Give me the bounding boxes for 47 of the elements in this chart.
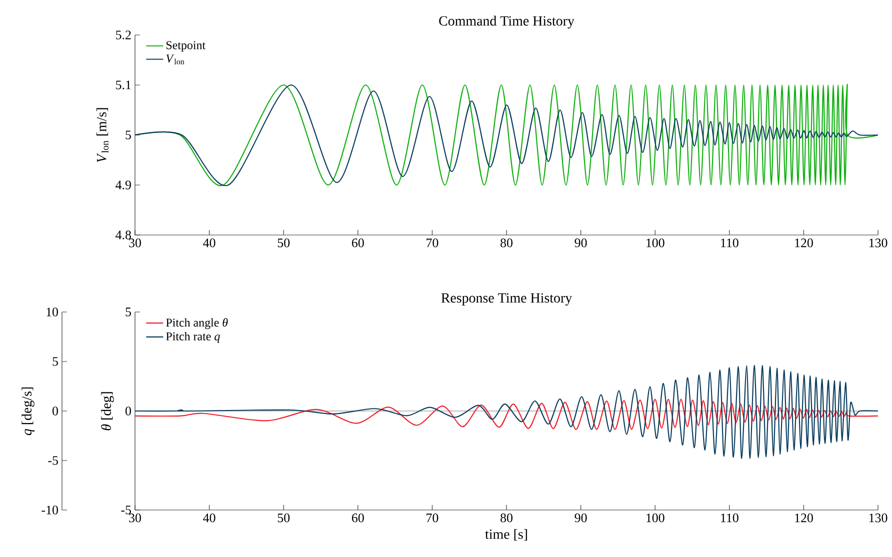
x-tick-label: 100 (646, 514, 664, 522)
y-axis-title: θ [deg] (101, 392, 114, 430)
x-tick-label: 90 (574, 238, 587, 248)
x-tick-label: 40 (203, 238, 216, 248)
x-tick-label: 90 (574, 514, 587, 522)
y-tick-label: 5 (126, 308, 131, 316)
x-tick-label: 60 (352, 514, 364, 522)
legend-label: Pitch angle θ (166, 318, 228, 330)
y2-tick-label: -10 (42, 506, 58, 514)
x-tick-label: 50 (278, 514, 290, 522)
y-tick-label: 0 (126, 406, 131, 416)
y-tick-label: -5 (121, 506, 131, 514)
x-tick-label: 50 (278, 238, 290, 248)
x-tick-label: 30 (129, 238, 141, 248)
legend-label: V$_{lon}$ (166, 54, 184, 64)
x-tick-label: 120 (795, 514, 813, 522)
x-tick-label: 100 (646, 238, 664, 248)
x-tick-label: 130 (869, 514, 888, 522)
y-tick-label: 4.9 (116, 180, 131, 190)
y-tick-label: 5.2 (116, 30, 131, 40)
chart-title: Response Time History (441, 293, 572, 306)
x-tick-label: 130 (869, 238, 888, 248)
y2-tick-label: 0 (52, 406, 58, 416)
chart-title: Command Time History (439, 16, 574, 29)
x-axis-title: time [s] (485, 529, 527, 541)
x-tick-label: 70 (426, 514, 438, 522)
y-axis-title: V$_{lon}$ [m/s] (96, 108, 108, 162)
x-tick-label: 40 (203, 514, 216, 522)
y2-axis-title: q [deg/s] (22, 387, 34, 436)
y2-tick-label: -5 (48, 456, 58, 465)
y2-tick-label: 5 (52, 357, 58, 366)
x-tick-label: 110 (721, 238, 738, 248)
x-tick-label: 70 (426, 238, 438, 248)
x-tick-label: 60 (352, 238, 364, 248)
legend-label: Setpoint (166, 41, 206, 52)
legend-label: Pitch rate q (166, 332, 220, 343)
y2-tick-label: 10 (46, 308, 58, 316)
y-tick-label: 4.8 (116, 230, 131, 240)
x-tick-label: 30 (129, 514, 141, 522)
x-tick-label: 80 (500, 514, 512, 522)
line-series (135, 364, 878, 459)
line-series (135, 398, 878, 430)
y-tick-label: 5.1 (116, 80, 131, 90)
x-tick-label: 120 (795, 238, 813, 248)
x-tick-label: 80 (500, 238, 512, 248)
x-tick-label: 110 (721, 514, 738, 522)
y-tick-label: 5 (126, 130, 131, 140)
